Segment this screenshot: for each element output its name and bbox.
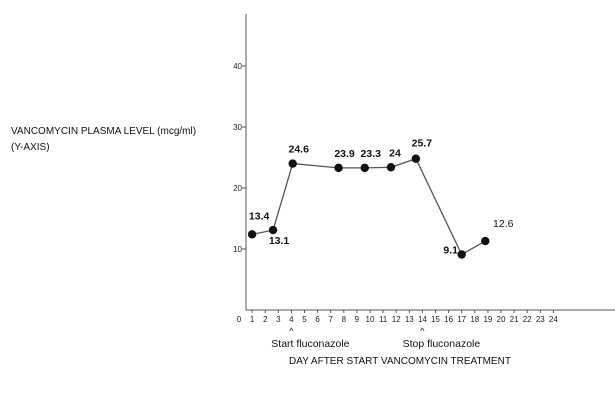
y-tick-label: 40 bbox=[233, 62, 242, 71]
data-point-4 bbox=[334, 163, 343, 173]
x-tick-label: 8 bbox=[342, 315, 347, 324]
x-axis-title: DAY AFTER START VANCOMYCIN TREATMENT bbox=[289, 356, 511, 367]
x-tick-label: 24 bbox=[549, 315, 558, 324]
data-label-4: 23.9 bbox=[334, 148, 355, 160]
x-tick-label: 1 bbox=[250, 315, 255, 324]
x-tick-label: 15 bbox=[431, 315, 440, 324]
data-point-1 bbox=[247, 230, 257, 239]
x-tick-label: 17 bbox=[457, 315, 466, 324]
data-label-5: 23.3 bbox=[361, 148, 382, 160]
x-tick-label: 0 bbox=[237, 315, 242, 324]
annotation-caret: ^ bbox=[289, 326, 294, 336]
x-tick-label: 19 bbox=[483, 315, 492, 324]
x-tick-label: 12 bbox=[392, 315, 401, 324]
annotation-label: Start fluconazole bbox=[271, 338, 349, 350]
data-point-7 bbox=[411, 154, 421, 163]
data-labels-group: 13.1 24.6 23.9 23.3 24 25.7 9.1 12.6 13.4 bbox=[249, 138, 514, 257]
data-point-6 bbox=[386, 163, 396, 172]
x-ticks-group: 0 1 2 3 4 5 6 7 8 9 10 11 12 13 14 15 16 17 18 19 20 21 22 23 24 bbox=[237, 310, 558, 324]
annotations-group: ^ Start fluconazole ^ Stop fluconazole bbox=[271, 326, 480, 350]
x-tick-label: 22 bbox=[523, 315, 532, 324]
data-label-3: 24.6 bbox=[288, 144, 309, 156]
y-ticks-group: 10 20 30 40 bbox=[233, 62, 246, 254]
y-tick-label: 10 bbox=[233, 245, 242, 254]
data-label-9: 12.6 bbox=[493, 218, 514, 230]
x-tick-label: 23 bbox=[536, 315, 545, 324]
x-tick-label: 13 bbox=[405, 315, 414, 324]
x-tick-label: 21 bbox=[510, 315, 519, 324]
annotation-label: Stop fluconazole bbox=[403, 338, 481, 350]
x-tick-label: 4 bbox=[289, 315, 294, 324]
data-point-5 bbox=[360, 163, 369, 173]
data-label-8: 9.1 bbox=[443, 244, 458, 256]
y-axis-label-line-1: VANCOMYCIN PLASMA LEVEL (mcg/ml) bbox=[11, 126, 196, 137]
x-tick-label: 10 bbox=[366, 315, 375, 324]
x-tick-label: 11 bbox=[379, 315, 388, 324]
x-tick-label: 2 bbox=[263, 315, 268, 324]
data-points-group bbox=[247, 154, 490, 259]
x-tick-label: 6 bbox=[315, 315, 320, 324]
data-point-3 bbox=[288, 159, 297, 168]
y-tick-label: 30 bbox=[233, 123, 242, 132]
x-tick-label: 18 bbox=[470, 315, 479, 324]
y-axis-label-line-2: (Y-AXIS) bbox=[11, 142, 50, 153]
x-tick-label: 14 bbox=[418, 315, 427, 324]
data-point-8 bbox=[457, 250, 466, 259]
data-label-6: 24 bbox=[389, 147, 401, 159]
data-label-extra: 13.4 bbox=[249, 210, 270, 222]
x-tick-label: 5 bbox=[302, 315, 307, 324]
data-label-7: 25.7 bbox=[412, 138, 433, 150]
x-tick-label: 3 bbox=[276, 315, 281, 324]
x-tick-label: 20 bbox=[497, 315, 506, 324]
data-point-2 bbox=[268, 225, 278, 235]
x-tick-label: 9 bbox=[355, 315, 360, 324]
annotation-caret: ^ bbox=[420, 326, 425, 336]
x-tick-label: 7 bbox=[328, 315, 333, 324]
data-point-9 bbox=[481, 236, 490, 246]
y-tick-label: 20 bbox=[233, 184, 242, 193]
data-label-2: 13.1 bbox=[269, 235, 290, 247]
x-tick-label: 16 bbox=[444, 315, 453, 324]
